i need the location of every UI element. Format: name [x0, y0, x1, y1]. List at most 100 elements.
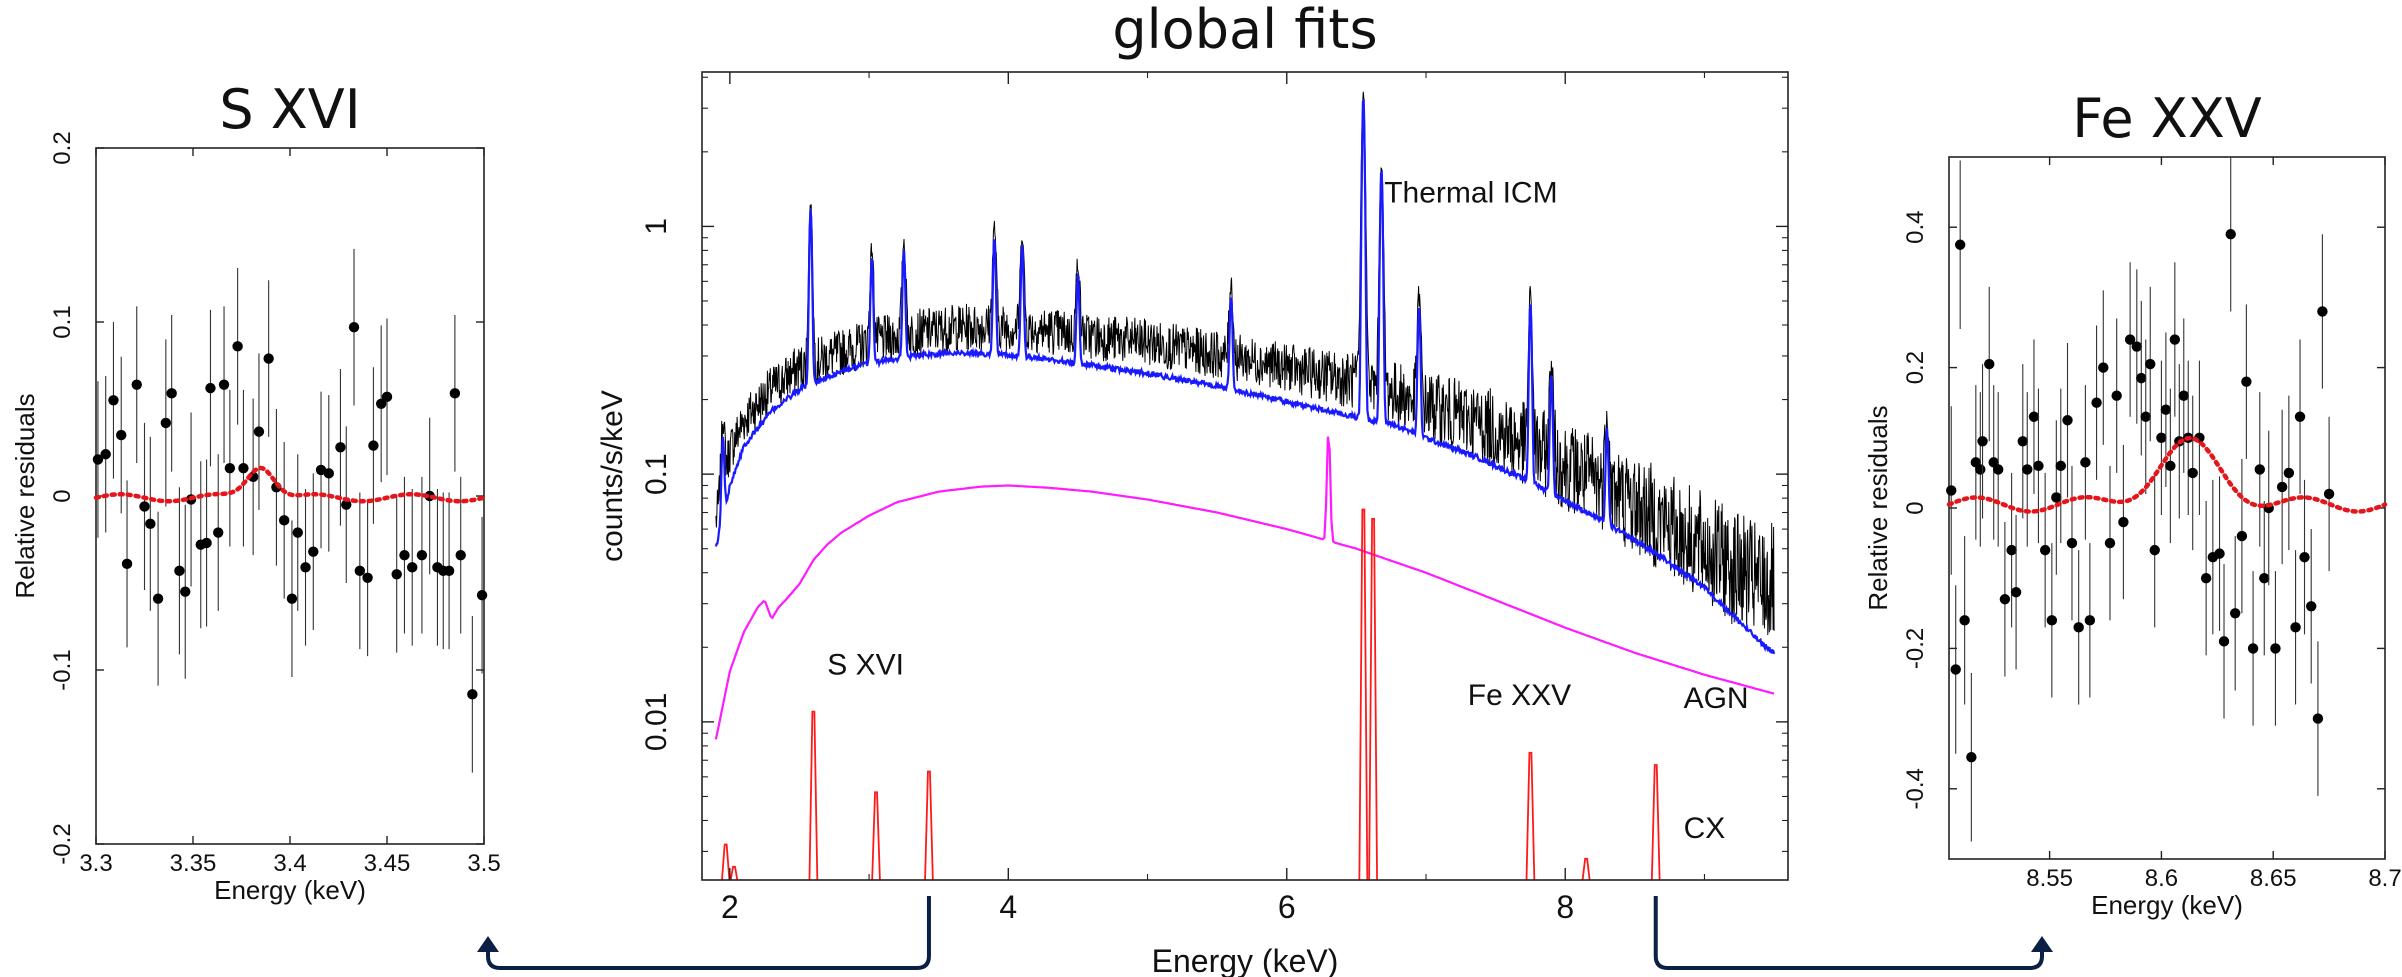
sxvi-data-point	[381, 391, 393, 403]
cx-line	[1358, 508, 1369, 880]
sxvi-data-point	[455, 549, 466, 561]
cx-line	[721, 843, 731, 880]
global-y-tick-label: 1	[640, 218, 673, 235]
fexxv-data-point	[2111, 390, 2122, 401]
sxvi-data-point	[224, 462, 236, 474]
sxvi-y-tick-label: -0.2	[49, 823, 76, 864]
fexxv-data-point	[2091, 397, 2102, 408]
fexxv-data-point	[2033, 460, 2044, 472]
fexxv-data-point	[2200, 573, 2212, 584]
fexxv-data-point	[2149, 544, 2160, 556]
fexxv-data-point	[2010, 587, 2022, 598]
fexxv-x-tick-label: 8.7	[2368, 865, 2401, 892]
global-fit-panel: global fits 2 4 6 8 0.01 0.1 1 Energy (keV) count…	[596, 0, 1789, 977]
fexxv-data-point	[2178, 390, 2189, 401]
sxvi-x-tick-label: 3.5	[467, 850, 500, 877]
sxvi-y-axis-label: Relative residuals	[10, 393, 40, 598]
global-y-tick-label: 0.01	[640, 693, 673, 751]
fexxv-data-point	[2218, 636, 2230, 647]
cx-line	[1525, 751, 1536, 880]
sxvi-data-point	[467, 689, 478, 700]
fexxv-data-point	[1946, 485, 1957, 496]
fexxv-data-point	[2022, 464, 2033, 475]
thermal-icm-model	[714, 98, 1776, 655]
fexxv-data-point	[1966, 752, 1977, 763]
sxvi-data-point	[139, 501, 150, 512]
cx-line	[729, 865, 739, 880]
fexxv-data-point	[2055, 460, 2066, 472]
fexxv-data-point	[2317, 306, 2328, 317]
sxvi-data-point	[286, 593, 298, 604]
sxvi-data-point	[152, 593, 164, 604]
sxvi-connector-arrowhead	[477, 936, 499, 952]
fexxv-connector-arrow	[1653, 896, 2044, 970]
sxvi-model-curve	[93, 465, 487, 504]
fexxv-y-tick-label: -0.2	[1902, 628, 1929, 669]
global-annotation: CX	[1684, 812, 1726, 845]
cx-line	[871, 791, 881, 880]
fexxv-data-point	[2017, 436, 2028, 447]
fexxv-data-point	[2080, 457, 2091, 468]
sxvi-data-point	[92, 454, 104, 465]
sxvi-data-point	[308, 546, 319, 557]
fexxv-data-point	[2187, 467, 2198, 479]
fexxv-data-point	[2294, 411, 2306, 422]
fexxv-model-curve	[1946, 435, 2388, 514]
sxvi-y-tick-label: 0.1	[49, 305, 76, 338]
global-x-tick-label: 8	[1556, 889, 1574, 925]
global-annotation: S XVI	[827, 649, 904, 682]
fexxv-data-point	[2084, 615, 2096, 626]
sxvi-data-point	[300, 562, 311, 573]
sxvi-data-point	[174, 565, 185, 577]
sxvi-data-point	[354, 565, 366, 577]
fexxv-data-point	[2131, 341, 2143, 352]
sxvi-data-point	[253, 426, 265, 437]
fexxv-data-point	[1959, 615, 1970, 626]
fexxv-data-point	[1975, 464, 1986, 475]
fexxv-data-point	[2062, 415, 2073, 426]
agn-model	[714, 436, 1775, 740]
global-plot-frame	[701, 71, 1789, 881]
zoom-connectors	[477, 896, 2053, 970]
cx-line	[924, 770, 934, 880]
fexxv-data-point	[2046, 615, 2058, 626]
fexxv-data-point	[2323, 488, 2335, 500]
fexxv-y-axis-label: Relative residuals	[1863, 405, 1893, 610]
cx-line	[808, 710, 819, 880]
sxvi-data-point	[476, 589, 488, 601]
global-x-axis-label: Energy (keV)	[1152, 943, 1339, 977]
fexxv-y-tick-label: -0.4	[1902, 768, 1929, 809]
fexxv-data-point	[2160, 404, 2172, 415]
global-x-tick-label: 6	[1278, 889, 1296, 925]
fexxv-data-point	[2124, 334, 2136, 345]
sxvi-data-point	[116, 429, 127, 441]
fexxv-data-point	[2229, 608, 2241, 619]
sxvi-data-point	[368, 440, 379, 451]
fexxv-x-axis-label: Energy (keV)	[2091, 890, 2243, 920]
fexxv-data-point	[2104, 537, 2116, 549]
fexxv-data-point	[2066, 537, 2078, 549]
fexxv-data-point	[2028, 411, 2040, 422]
fexxv-data-point	[2051, 492, 2062, 503]
fexxv-data-point	[2140, 411, 2151, 422]
fexxv-y-tick-label: 0	[1902, 501, 1929, 514]
sxvi-data-point	[362, 572, 373, 583]
global-annotation: Thermal ICM	[1384, 176, 1557, 209]
sxvi-data-point	[335, 442, 346, 453]
sxvi-title: S XVI	[219, 78, 360, 141]
sxvi-data-point	[108, 395, 119, 406]
sxvi-data-point	[391, 569, 402, 580]
fexxv-data-point	[2254, 464, 2265, 475]
fexxv-data-point	[2259, 573, 2270, 584]
fexxv-data-point	[1992, 464, 2004, 475]
sxvi-data-point	[201, 537, 212, 549]
sxvi-data-point	[315, 464, 327, 476]
fexxv-title: Fe XXV	[2072, 87, 2261, 150]
fexxv-data-point	[2073, 622, 2084, 633]
fexxv-x-tick-label: 8.65	[2250, 865, 2297, 892]
fexxv-data-point	[2290, 622, 2301, 633]
global-x-tick-label: 4	[999, 889, 1017, 925]
sxvi-data-point	[145, 518, 156, 530]
sxvi-data-point	[205, 382, 216, 394]
sxvi-data-point	[218, 379, 230, 390]
